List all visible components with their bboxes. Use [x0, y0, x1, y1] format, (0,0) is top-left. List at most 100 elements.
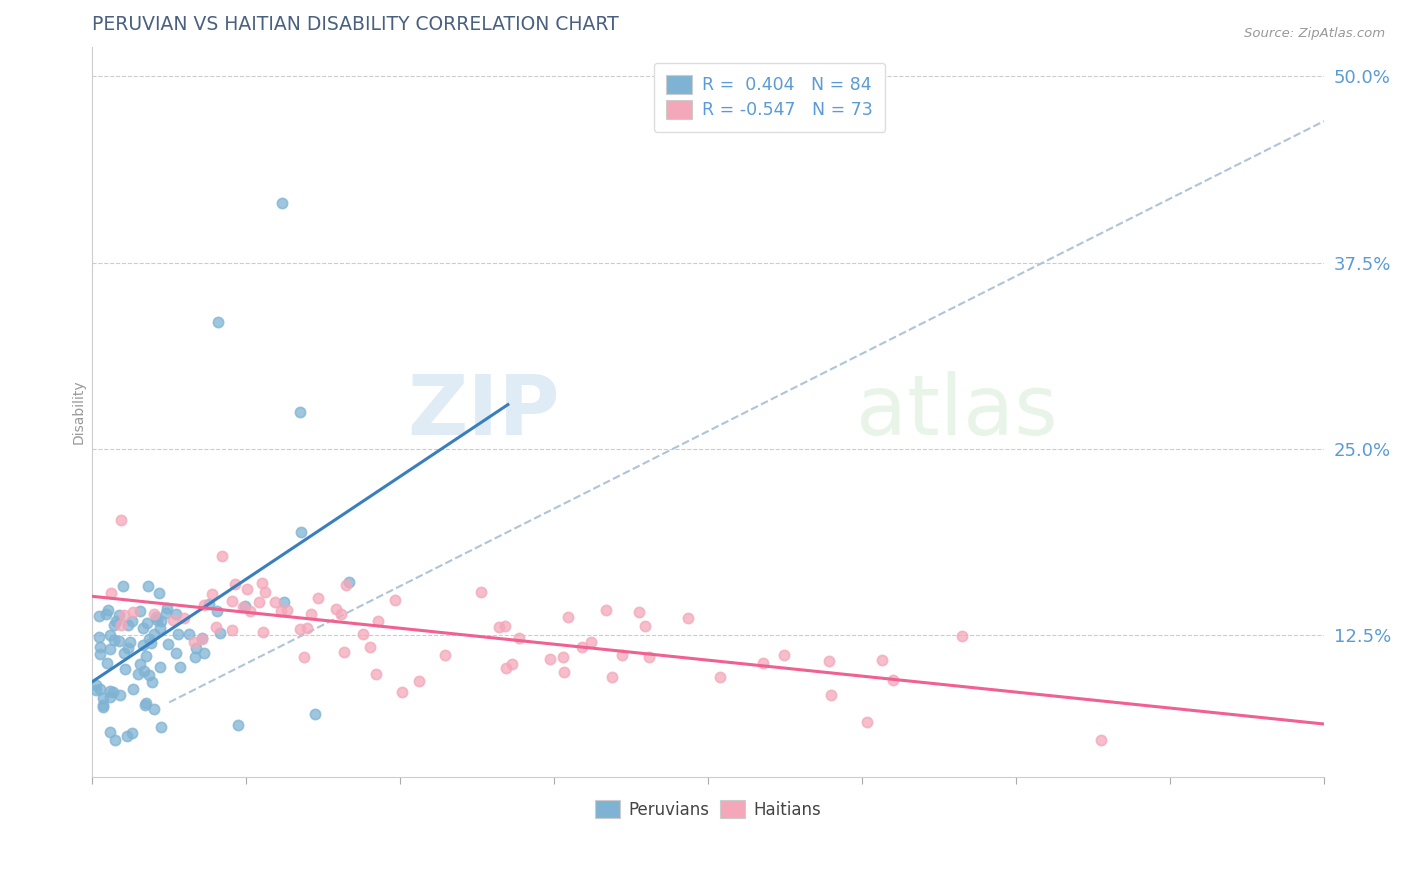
- Point: [501, 657, 523, 672]
- Point: [110, 689, 132, 703]
- Point: [121, 726, 143, 740]
- Point: [89, 681, 111, 696]
- Point: [142, 626, 165, 640]
- Point: [633, 619, 655, 633]
- Legend: Peruvians, Haitians: Peruvians, Haitians: [586, 791, 830, 827]
- Point: [254, 585, 277, 599]
- Point: [224, 577, 246, 591]
- Point: [709, 670, 731, 684]
- Point: [232, 599, 254, 614]
- Point: [295, 621, 318, 635]
- Point: [391, 685, 413, 699]
- Point: [122, 605, 145, 619]
- Point: [141, 674, 163, 689]
- Point: [136, 615, 159, 630]
- Point: [359, 640, 381, 655]
- Point: [307, 591, 329, 606]
- Point: [132, 665, 155, 679]
- Point: [221, 623, 243, 637]
- Point: [1090, 732, 1112, 747]
- Point: [146, 613, 169, 627]
- Point: [637, 650, 659, 665]
- Point: [165, 607, 187, 622]
- Point: [150, 614, 173, 628]
- Point: [134, 698, 156, 712]
- Point: [290, 524, 312, 539]
- Point: [132, 639, 155, 653]
- Point: [136, 579, 159, 593]
- Point: [149, 622, 172, 636]
- Point: [553, 665, 575, 679]
- Point: [173, 611, 195, 625]
- Point: [112, 607, 135, 622]
- Point: [304, 707, 326, 722]
- Point: [110, 617, 132, 632]
- Point: [186, 641, 208, 656]
- Point: [117, 618, 139, 632]
- Point: [145, 609, 167, 624]
- Point: [101, 685, 124, 699]
- Point: [129, 604, 152, 618]
- Point: [184, 650, 207, 665]
- Point: [148, 586, 170, 600]
- Point: [89, 648, 111, 662]
- Point: [120, 635, 142, 649]
- Point: [135, 697, 157, 711]
- Point: [138, 632, 160, 646]
- Point: [100, 724, 122, 739]
- Point: [384, 592, 406, 607]
- Point: [89, 609, 111, 624]
- Point: [290, 622, 312, 636]
- Point: [676, 611, 699, 625]
- Text: PERUVIAN VS HAITIAN DISABILITY CORRELATION CHART: PERUVIAN VS HAITIAN DISABILITY CORRELATI…: [93, 15, 619, 34]
- Y-axis label: Disability: Disability: [72, 379, 86, 444]
- Point: [571, 640, 593, 655]
- Point: [207, 315, 229, 329]
- Point: [191, 631, 214, 645]
- Point: [247, 595, 270, 609]
- Point: [264, 595, 287, 609]
- Point: [211, 549, 233, 564]
- Point: [127, 667, 149, 681]
- Point: [97, 602, 120, 616]
- Point: [299, 607, 322, 621]
- Point: [103, 618, 125, 632]
- Point: [538, 652, 561, 666]
- Point: [193, 598, 215, 612]
- Point: [98, 628, 121, 642]
- Point: [117, 640, 139, 655]
- Point: [408, 673, 430, 688]
- Point: [110, 513, 132, 527]
- Point: [752, 656, 775, 670]
- Point: [98, 642, 121, 657]
- Point: [250, 575, 273, 590]
- Text: Source: ZipAtlas.com: Source: ZipAtlas.com: [1244, 27, 1385, 40]
- Point: [221, 594, 243, 608]
- Point: [239, 604, 262, 618]
- Point: [198, 597, 221, 611]
- Point: [820, 688, 842, 702]
- Text: ZIP: ZIP: [408, 371, 560, 452]
- Point: [488, 620, 510, 634]
- Point: [87, 630, 110, 644]
- Point: [325, 602, 347, 616]
- Point: [270, 196, 292, 211]
- Point: [149, 720, 172, 734]
- Point: [337, 575, 360, 590]
- Point: [205, 620, 228, 634]
- Point: [84, 678, 107, 692]
- Point: [104, 614, 127, 628]
- Point: [139, 636, 162, 650]
- Point: [882, 673, 904, 687]
- Point: [950, 628, 973, 642]
- Point: [91, 700, 114, 714]
- Point: [143, 607, 166, 621]
- Point: [352, 627, 374, 641]
- Point: [470, 585, 492, 599]
- Point: [333, 645, 356, 659]
- Point: [235, 599, 257, 614]
- Point: [143, 701, 166, 715]
- Point: [495, 661, 517, 675]
- Point: [84, 682, 107, 697]
- Point: [156, 601, 179, 615]
